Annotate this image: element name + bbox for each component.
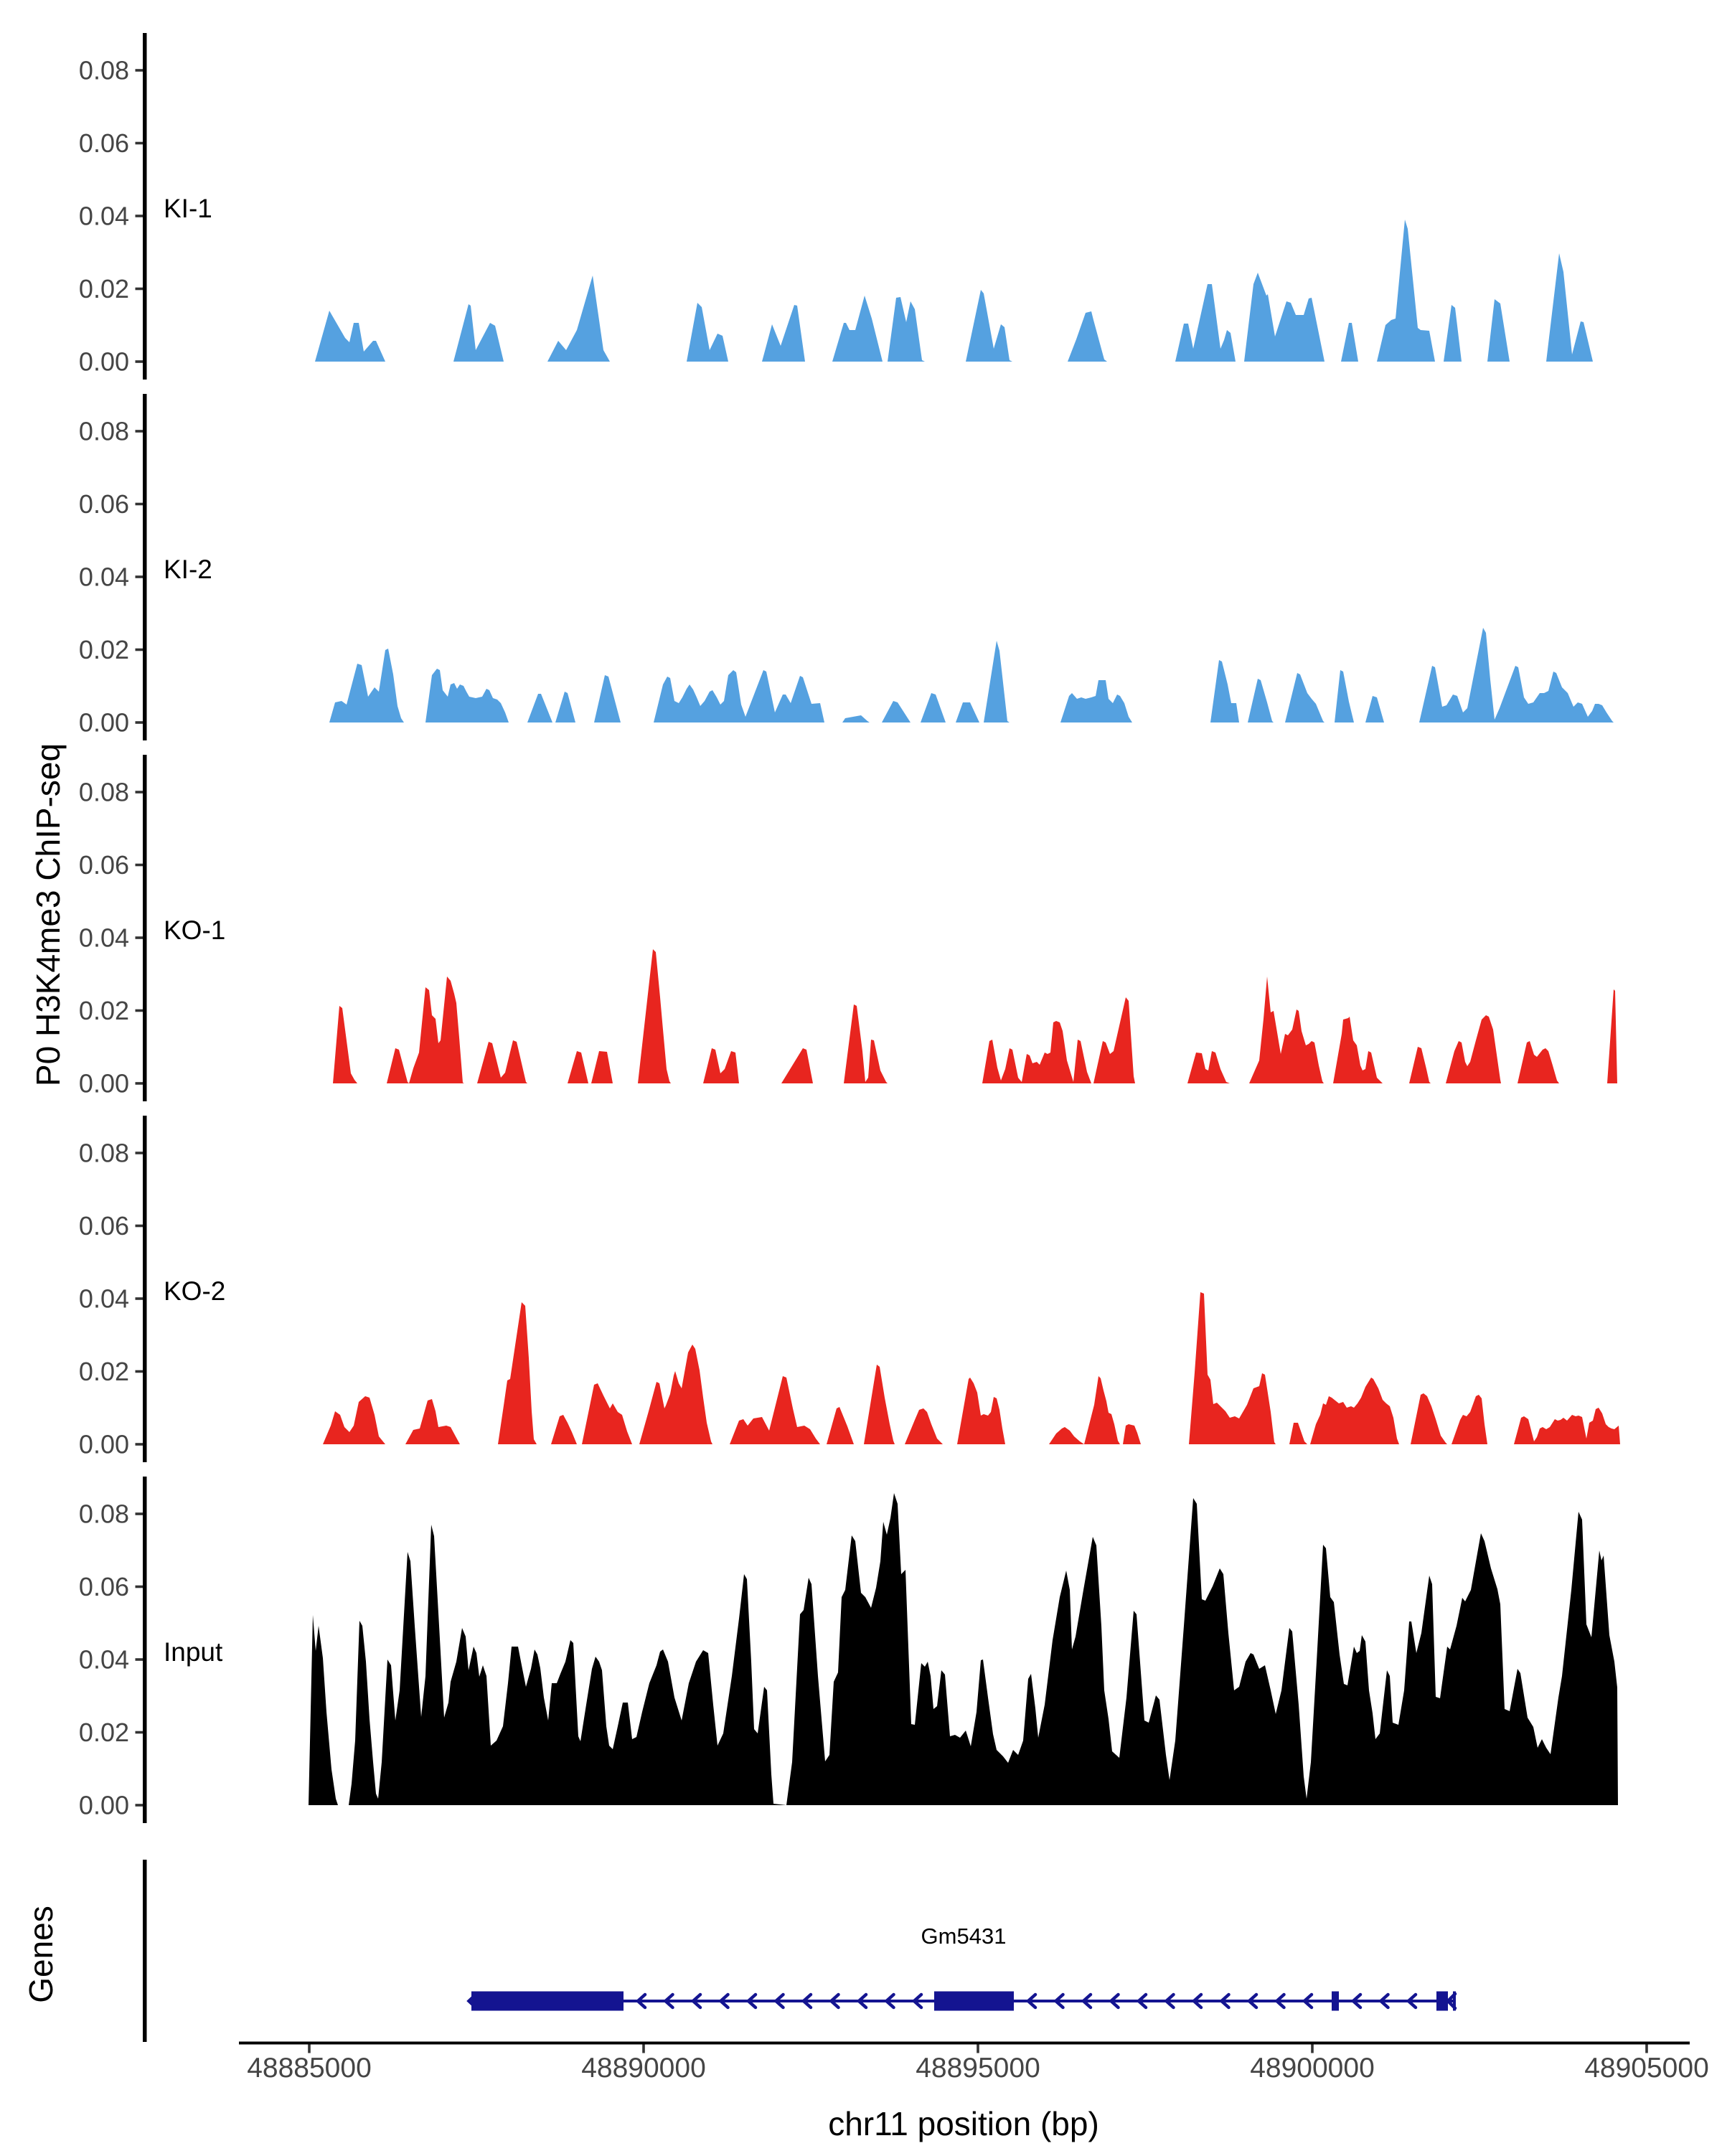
- svg-text:48905000: 48905000: [1584, 2053, 1709, 2084]
- svg-text:Genes: Genes: [22, 1906, 60, 2003]
- svg-text:0.02: 0.02: [79, 274, 129, 303]
- svg-text:0.02: 0.02: [79, 635, 129, 664]
- svg-text:0.02: 0.02: [79, 1718, 129, 1747]
- svg-text:0.06: 0.06: [79, 128, 129, 158]
- svg-text:0.06: 0.06: [79, 850, 129, 880]
- svg-text:0.00: 0.00: [79, 708, 129, 738]
- svg-text:Input: Input: [164, 1637, 223, 1667]
- svg-text:48900000: 48900000: [1250, 2053, 1375, 2084]
- svg-text:KI-2: KI-2: [164, 555, 212, 584]
- svg-text:48885000: 48885000: [247, 2053, 372, 2084]
- svg-text:0.00: 0.00: [79, 347, 129, 377]
- svg-text:0.02: 0.02: [79, 996, 129, 1025]
- svg-text:0.04: 0.04: [79, 1284, 129, 1314]
- svg-text:0.00: 0.00: [79, 1430, 129, 1459]
- svg-text:0.04: 0.04: [79, 562, 129, 592]
- svg-text:Gm5431: Gm5431: [921, 1924, 1007, 1949]
- svg-text:KO-1: KO-1: [164, 915, 225, 945]
- svg-text:0.00: 0.00: [79, 1791, 129, 1820]
- svg-text:0.04: 0.04: [79, 202, 129, 231]
- svg-text:0.08: 0.08: [79, 417, 129, 446]
- svg-text:0.08: 0.08: [79, 1500, 129, 1529]
- svg-text:KO-2: KO-2: [164, 1276, 225, 1306]
- svg-text:0.00: 0.00: [79, 1069, 129, 1098]
- svg-text:P0 H3K4me3 ChIP-seq: P0 H3K4me3 ChIP-seq: [29, 743, 67, 1086]
- svg-text:0.08: 0.08: [79, 778, 129, 807]
- svg-text:0.04: 0.04: [79, 1645, 129, 1675]
- svg-text:0.02: 0.02: [79, 1357, 129, 1386]
- svg-text:KI-1: KI-1: [164, 194, 212, 223]
- svg-text:0.08: 0.08: [79, 56, 129, 85]
- svg-text:0.04: 0.04: [79, 923, 129, 953]
- svg-text:0.06: 0.06: [79, 1211, 129, 1241]
- svg-text:48890000: 48890000: [581, 2053, 706, 2084]
- svg-text:chr11 position (bp): chr11 position (bp): [828, 2105, 1099, 2142]
- svg-text:0.06: 0.06: [79, 1572, 129, 1601]
- svg-text:48895000: 48895000: [916, 2053, 1040, 2084]
- svg-text:0.06: 0.06: [79, 489, 129, 519]
- svg-text:0.08: 0.08: [79, 1139, 129, 1168]
